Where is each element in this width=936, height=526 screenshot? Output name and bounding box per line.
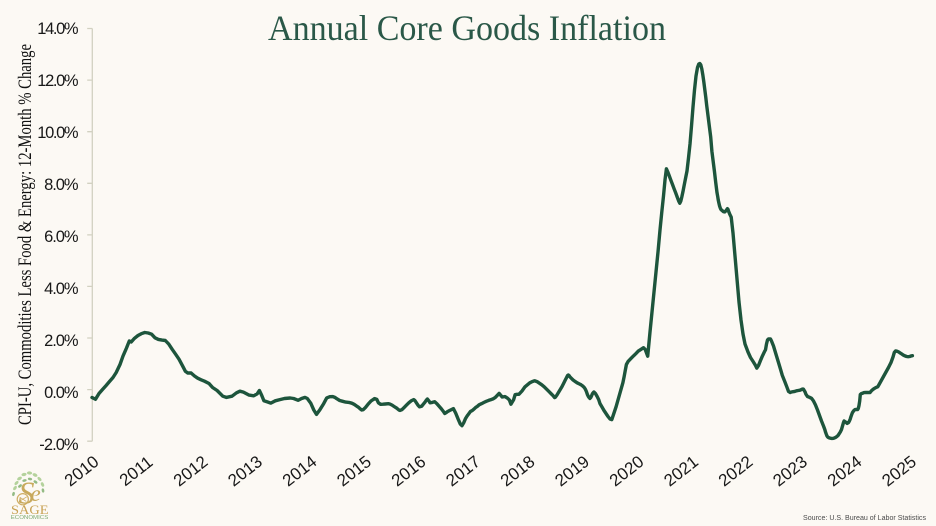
svg-text:6.0%: 6.0% [44, 228, 79, 246]
svg-text:Source: U.S. Bureau of Labor S: Source: U.S. Bureau of Labor Statistics [803, 513, 926, 522]
svg-text:SAGE: SAGE [11, 503, 49, 517]
svg-text:Annual Core Goods Inflation: Annual Core Goods Inflation [268, 8, 666, 48]
svg-text:12.0%: 12.0% [37, 72, 79, 90]
svg-text:e: e [31, 481, 41, 506]
svg-text:2017: 2017 [442, 452, 484, 490]
svg-text:8.0%: 8.0% [44, 176, 79, 194]
svg-text:ECONOMICS: ECONOMICS [11, 515, 49, 521]
svg-text:2014: 2014 [279, 452, 321, 490]
svg-text:S: S [19, 475, 35, 511]
svg-text:CPI-U, Commodities Less Food &: CPI-U, Commodities Less Food & Energy: 1… [15, 44, 36, 425]
svg-text:-2.0%: -2.0% [39, 436, 79, 454]
svg-text:2018: 2018 [497, 452, 539, 490]
svg-text:2020: 2020 [606, 452, 648, 490]
svg-text:2.0%: 2.0% [44, 332, 79, 350]
svg-text:2011: 2011 [116, 452, 157, 489]
svg-text:2016: 2016 [388, 452, 430, 490]
svg-text:2022: 2022 [715, 452, 757, 490]
svg-text:2013: 2013 [224, 452, 266, 490]
svg-text:2015: 2015 [333, 452, 375, 490]
svg-text:2010: 2010 [61, 452, 103, 490]
svg-text:2025: 2025 [878, 452, 920, 490]
svg-text:14.0%: 14.0% [37, 20, 79, 38]
svg-text:4.0%: 4.0% [44, 280, 79, 298]
svg-text:10.0%: 10.0% [37, 124, 79, 142]
svg-text:0.0%: 0.0% [44, 384, 79, 402]
svg-text:2021: 2021 [660, 452, 702, 490]
svg-text:2024: 2024 [824, 452, 866, 490]
svg-text:2012: 2012 [170, 452, 212, 490]
svg-text:2019: 2019 [551, 452, 593, 490]
svg-text:2023: 2023 [769, 452, 811, 490]
